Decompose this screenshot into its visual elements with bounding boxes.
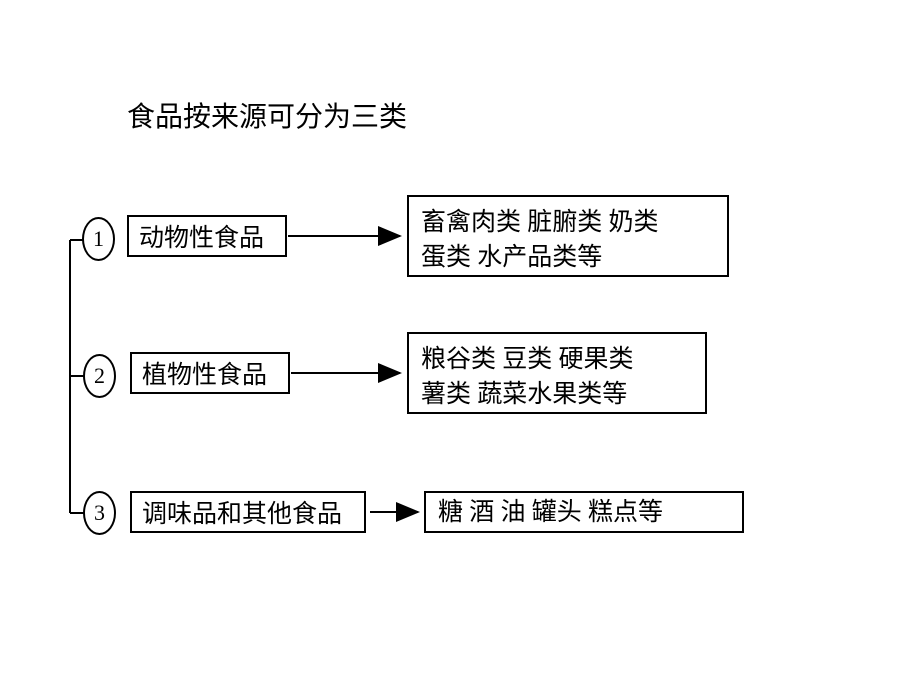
category-box-2: 植物性食品	[130, 352, 290, 394]
category-box-1: 动物性食品	[127, 215, 287, 257]
example-line: 畜禽肉类 脏腑类 奶类	[421, 205, 715, 240]
number-node-2: 2	[83, 354, 116, 398]
example-box-2: 粮谷类 豆类 硬果类薯类 蔬菜水果类等	[407, 332, 707, 414]
example-box-3: 糖 酒 油 罐头 糕点等	[424, 491, 744, 533]
number-node-3: 3	[83, 491, 116, 535]
example-box-1: 畜禽肉类 脏腑类 奶类蛋类 水产品类等	[407, 195, 729, 277]
example-line: 薯类 蔬菜水果类等	[421, 377, 693, 412]
number-node-1: 1	[82, 217, 115, 261]
example-line: 粮谷类 豆类 硬果类	[421, 342, 693, 377]
category-box-3: 调味品和其他食品	[130, 491, 366, 533]
example-line: 蛋类 水产品类等	[421, 240, 715, 275]
diagram-title: 食品按来源可分为三类	[127, 95, 407, 135]
